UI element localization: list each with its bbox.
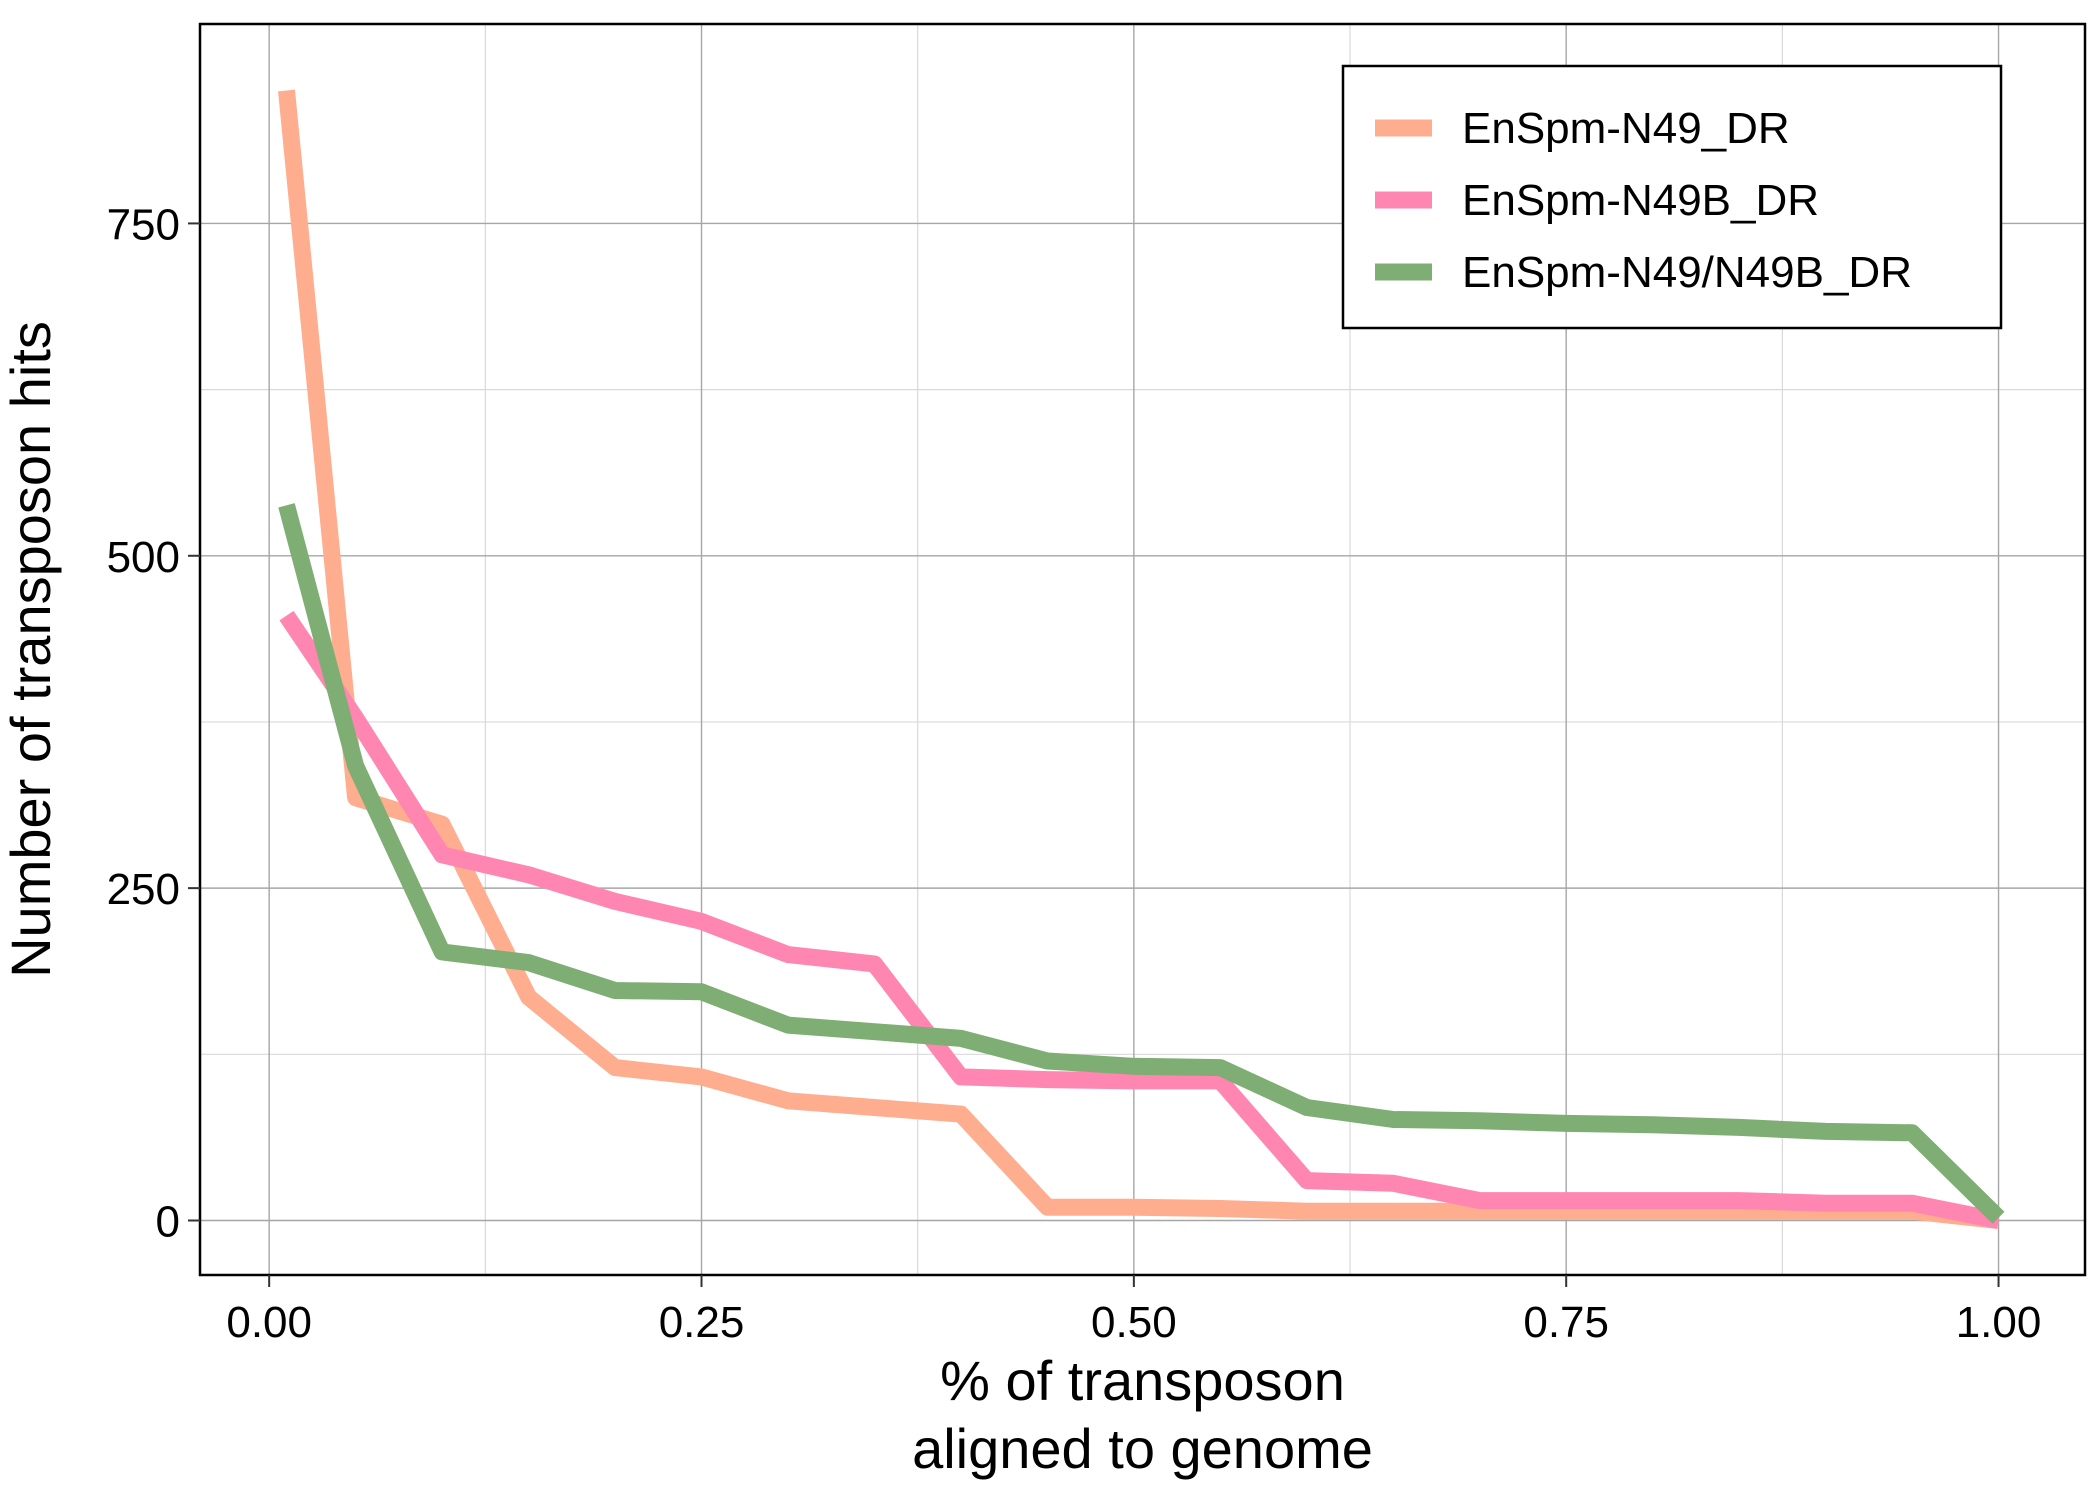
series-line: [279, 610, 2001, 1229]
series-line: [278, 503, 2005, 1224]
x-tick-label: 0.00: [226, 1298, 312, 1347]
x-tick-label: 1.00: [1956, 1298, 2042, 1347]
x-tick-label: 0.75: [1523, 1298, 1609, 1347]
x-tick-label: 0.25: [659, 1298, 745, 1347]
x-axis-title: % of transposon aligned to genome: [912, 1349, 1373, 1480]
x-axis-title-line: aligned to genome: [912, 1417, 1373, 1480]
y-axis: 0 250 500 750: [107, 200, 200, 1246]
x-tick-label: 0.50: [1091, 1298, 1177, 1347]
y-tick-label: 0: [156, 1197, 180, 1246]
series-line: [278, 89, 2000, 1229]
y-tick-label: 250: [107, 865, 180, 914]
y-tick-label: 500: [107, 533, 180, 582]
y-axis-title: Number of transposon hits: [0, 321, 62, 978]
plot-frame: [198, 22, 2087, 1277]
x-axis: 0.00 0.25 0.50 0.75 1.00: [226, 1275, 2041, 1347]
x-axis-title-line: % of transposon: [940, 1349, 1345, 1412]
legend: EnSpm-N49_DR EnSpm-N49B_DR EnSpm-N49/N49B_…: [1341, 64, 2003, 330]
series-lines: [278, 89, 2005, 1229]
legend-label: EnSpm-N49_DR: [1462, 104, 1790, 153]
legend-label: EnSpm-N49B_DR: [1462, 176, 1819, 225]
legend-box: [1341, 64, 2003, 330]
legend-label: EnSpm-N49/N49B_DR: [1462, 248, 1912, 297]
y-tick-label: 750: [107, 200, 180, 249]
